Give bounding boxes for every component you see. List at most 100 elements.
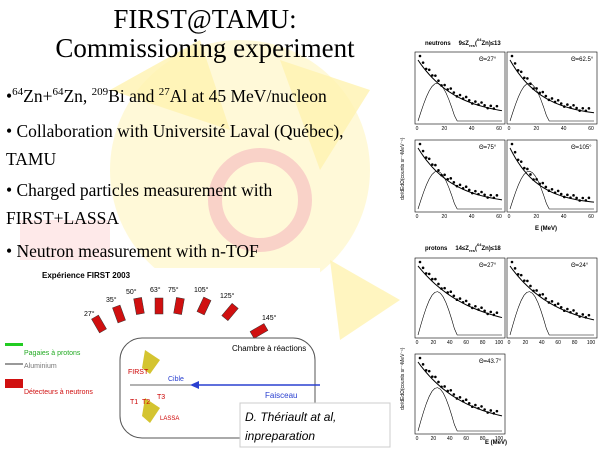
data-point — [489, 409, 493, 412]
header-part: ( — [475, 41, 477, 47]
x-tick-label: 0 — [416, 436, 419, 442]
data-point — [526, 279, 529, 283]
x-tick-label: 0 — [416, 214, 419, 220]
data-point — [431, 375, 434, 378]
curve — [417, 170, 502, 210]
data-point — [446, 291, 449, 294]
panel-label: Θ=27° — [479, 57, 497, 63]
data-point — [566, 103, 569, 106]
data-point — [486, 196, 489, 199]
x-tick-label: 80 — [480, 340, 486, 346]
x-tick-label: 20 — [442, 126, 448, 132]
data-point — [458, 93, 462, 97]
data-point — [446, 389, 449, 393]
data-point — [544, 297, 548, 300]
data-point — [427, 157, 431, 161]
data-point — [495, 194, 499, 197]
data-point — [563, 309, 566, 312]
data-point — [486, 106, 489, 110]
data-point — [467, 303, 471, 306]
svg-text:Pagaies à protons: Pagaies à protons — [24, 350, 81, 357]
x-tick-label: 40 — [469, 126, 475, 132]
data-point — [461, 187, 465, 190]
data-point — [569, 196, 572, 199]
data-point — [587, 313, 591, 317]
data-point — [510, 142, 514, 146]
svg-text:Détecteurs à neutrons: Détecteurs à neutrons — [24, 389, 93, 396]
bullet: • Collaboration with Université Laval (Q… — [6, 121, 344, 141]
data-point — [550, 97, 554, 100]
y-axis-label: dσ/dEdΩ(counts sr⁻¹MeV⁻¹) — [400, 347, 406, 410]
bullet: FIRST+LASSA — [6, 208, 119, 228]
panel-label: Θ=24° — [571, 263, 589, 269]
data-point — [556, 302, 560, 306]
data-point — [519, 273, 523, 277]
panel-frame — [506, 257, 598, 339]
spectra: neutrons 9≤Zres(64Zn)≤13Θ=27°0 20 40 60Θ=62.… — [400, 37, 598, 446]
data-point — [563, 195, 566, 199]
data-point — [483, 104, 486, 107]
panel-frame — [414, 139, 506, 213]
data-point — [575, 196, 578, 200]
data-point — [477, 406, 480, 410]
data-point — [421, 149, 425, 153]
group-header: protons 14≤Zres(64Zn)≤18 — [425, 242, 501, 253]
x-tick-label: 0 — [508, 214, 511, 220]
data-point — [434, 375, 437, 379]
data-point — [532, 289, 535, 293]
data-point — [572, 194, 575, 197]
data-point — [566, 307, 569, 311]
panel-label: Θ=27° — [479, 263, 497, 269]
data-point — [440, 287, 443, 290]
data-point — [474, 100, 477, 103]
data-point — [519, 70, 523, 74]
data-point — [581, 106, 585, 110]
data-point — [464, 398, 468, 402]
data-point — [541, 90, 545, 94]
x-tick-label: 80 — [480, 436, 486, 442]
panel-label: Θ=62.5° — [571, 57, 594, 63]
data-point — [587, 196, 591, 200]
panel-label: Θ=105° — [571, 145, 592, 151]
data-point — [541, 292, 545, 296]
svg-text:Chambre à réactions: Chambre à réactions — [232, 344, 306, 353]
data-point — [529, 284, 532, 288]
data-point — [437, 168, 440, 172]
data-point — [431, 74, 434, 77]
data-point — [483, 193, 486, 197]
svg-text:Expérience FIRST 2003: Expérience FIRST 2003 — [42, 271, 131, 280]
data-point — [492, 196, 496, 200]
data-point — [541, 181, 545, 185]
data-point — [486, 411, 489, 414]
data-point — [421, 363, 425, 366]
svg-text:FIRST: FIRST — [128, 369, 149, 376]
data-point — [559, 192, 563, 196]
svg-text:27°: 27° — [84, 310, 95, 318]
data-point — [461, 399, 465, 403]
svg-text:35°: 35° — [106, 296, 117, 304]
curve — [417, 291, 502, 336]
data-point — [526, 167, 529, 171]
x-tick-label: 60 — [588, 214, 594, 220]
x-tick-label: 60 — [555, 340, 561, 346]
data-point — [434, 163, 437, 167]
bullet: •64Zn+64Zn, 209Bi and 27Al at 45 MeV/nuc… — [6, 86, 327, 106]
data-point — [449, 177, 453, 180]
data-point — [553, 191, 557, 194]
data-point — [513, 267, 517, 270]
data-point — [474, 189, 477, 193]
data-point — [523, 279, 526, 282]
data-point — [467, 401, 471, 405]
svg-text:T2: T2 — [142, 399, 150, 406]
title: FIRST@TAMU: — [113, 4, 297, 34]
svg-text:50°: 50° — [126, 288, 137, 296]
data-point — [510, 260, 514, 264]
data-point — [440, 173, 443, 177]
data-point — [437, 79, 440, 82]
data-point — [538, 91, 541, 95]
data-point — [467, 98, 471, 102]
data-point — [483, 309, 486, 313]
data-point — [467, 188, 471, 192]
data-point — [529, 82, 532, 86]
